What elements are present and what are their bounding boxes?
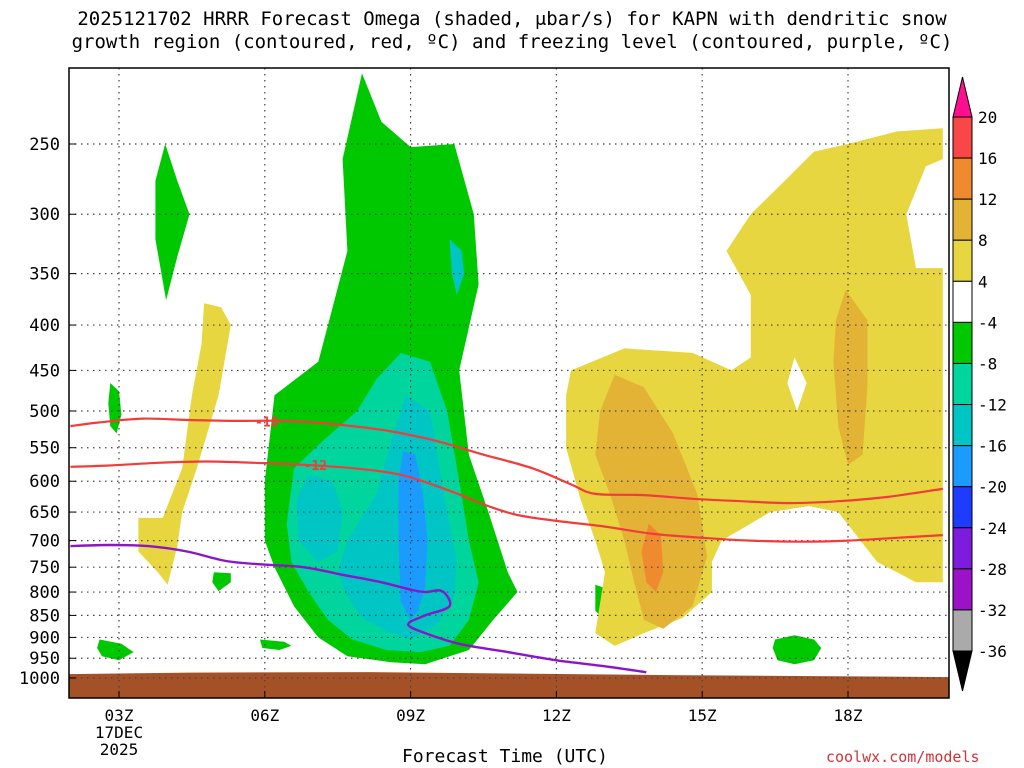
colorbar-label: -12 [978,396,1007,415]
colorbar-box [952,445,973,488]
y-tick-label: 900 [29,628,60,648]
y-tick-label: 250 [29,135,60,155]
dgz-contour-neg18 [70,417,943,505]
y-tick-label: 950 [29,649,60,669]
omega-region-neg4 [772,635,822,665]
colorbar-label: 4 [978,272,988,291]
colorbar-label: -20 [978,478,1007,497]
date-label-day: 17DEC [95,723,143,742]
x-axis-label: Forecast Time (UTC) [402,746,608,767]
y-tick-label: 800 [29,583,60,603]
colorbar-label: -28 [978,560,1007,579]
colorbar-box [952,116,973,159]
dgz-contour-neg12 [70,460,943,543]
x-tick-label: 06Z [250,706,279,725]
y-tick-label: 400 [29,316,60,336]
x-tick-label: 18Z [834,706,863,725]
colorbar-box [952,239,973,282]
colorbar-box [952,321,973,364]
omega-region-8 [595,374,708,629]
omega-region-neg16 [398,451,428,620]
y-tick-label: 300 [29,205,60,225]
y-tick-label: 450 [29,361,60,381]
omega-region-4 [138,303,231,585]
colorbar-label: 8 [978,231,988,250]
y-tick-label: 700 [29,532,60,552]
omega-region-neg4 [108,383,122,434]
plot-frame [68,67,950,699]
colorbar-label: -4 [978,313,997,332]
colorbar-box [952,609,973,652]
y-tick-label: 550 [29,439,60,459]
colorbar-label: -32 [978,601,1007,620]
dgz-contour-label: -12 [304,459,327,474]
x-tick-label: 15Z [688,706,717,725]
colorbar-box [952,486,973,529]
date-label-year: 2025 [100,740,139,759]
omega-region-neg12 [296,474,343,562]
x-tick-label: 09Z [396,706,425,725]
omega-region-neg4 [155,144,190,301]
colorbar-bottom-triangle [952,650,973,692]
colorbar-box [952,527,973,570]
y-tick-label: 350 [29,265,60,285]
omega-region-4-hole [787,357,807,411]
x-tick-label: 03Z [105,706,134,725]
colorbar-label: -16 [978,437,1007,456]
colorbar-label: -24 [978,519,1007,538]
credit-link[interactable]: coolwx.com/models [826,748,980,766]
colorbar-box [952,404,973,447]
omega-region-neg4 [259,639,292,650]
colorbar-box [952,568,973,611]
y-tick-label: 500 [29,402,60,422]
y-tick-label: 850 [29,606,60,626]
colorbar-label: -36 [978,642,1007,661]
colorbar-box [952,362,973,406]
chart-title-line-2: growth region (contoured, red, ºC) and f… [71,31,953,53]
colorbar-label: 12 [978,190,997,209]
x-tick-label: 12Z [542,706,571,725]
colorbar-label: -8 [978,354,997,373]
colorbar-box [952,280,973,323]
colorbar-box [952,157,973,200]
y-tick-label: 600 [29,472,60,492]
omega-region-neg4 [212,572,231,592]
ground-surface [69,672,949,698]
colorbar-label: 20 [978,108,997,127]
freezing-level-contour [70,543,647,674]
colorbar-box [952,198,973,241]
y-tick-label: 750 [29,558,60,578]
colorbar-top-triangle [952,76,973,118]
dgz-contour-label: -18 [255,416,279,431]
omega-region-neg12 [449,239,465,295]
omega-region-8 [833,289,868,465]
omega-region-neg4 [97,639,134,661]
colorbar-label: 16 [978,149,997,168]
y-tick-label: 1000 [19,669,60,689]
y-tick-label: 650 [29,503,60,523]
chart-title-line-1: 2025121702 HRRR Forecast Omega (shaded, … [77,8,947,30]
